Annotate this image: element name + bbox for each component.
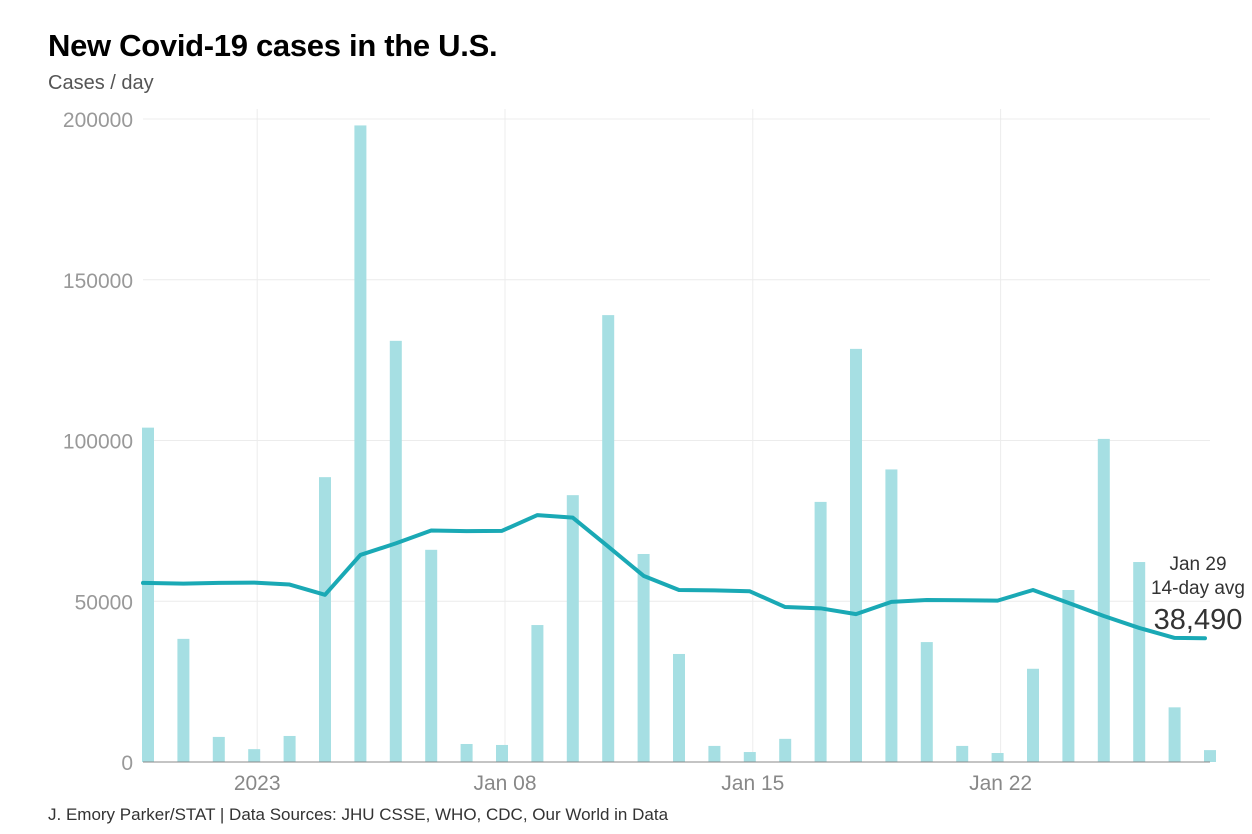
source-credit: J. Emory Parker/STAT | Data Sources: JHU… [48, 805, 669, 824]
x-tick-label: Jan 22 [969, 772, 1032, 795]
y-tick-label: 100000 [63, 431, 133, 454]
case-bar [708, 745, 721, 762]
annotation-date: Jan 29 [1169, 554, 1226, 575]
case-bar [1027, 668, 1039, 762]
avg-line [141, 513, 1207, 641]
case-bar [177, 638, 190, 762]
y-tick-label: 150000 [63, 270, 133, 293]
case-bar [1062, 589, 1075, 762]
case-bar [850, 348, 862, 762]
case-bar [425, 549, 438, 762]
case-bar [212, 736, 225, 762]
case-bar [389, 340, 402, 762]
case-bar [602, 315, 615, 762]
case-bar [814, 501, 827, 762]
case-bar [1204, 750, 1216, 762]
y-tick-label: 50000 [75, 591, 133, 614]
case-bar [991, 752, 1004, 762]
case-bar [956, 745, 969, 762]
annotation-label: 14-day avg [1151, 578, 1245, 599]
chart-title: New Covid-19 cases in the U.S. [48, 28, 498, 63]
case-bar [920, 642, 933, 762]
case-bar [566, 495, 579, 762]
case-bar [885, 469, 898, 762]
case-bar [673, 653, 685, 762]
case-bar [1097, 438, 1110, 762]
x-tick-label: Jan 15 [721, 772, 784, 795]
case-bar [743, 752, 756, 762]
case-bar [1168, 707, 1181, 762]
case-bar [354, 125, 367, 763]
case-bar [496, 744, 508, 762]
case-bar [460, 743, 473, 762]
x-tick-label: 2023 [234, 772, 281, 795]
x-tick-label: Jan 08 [473, 772, 536, 795]
chart-subtitle: Cases / day [48, 72, 154, 94]
case-bar [637, 553, 650, 762]
case-bar [779, 738, 792, 762]
case-bar [142, 427, 154, 762]
case-bar [283, 735, 296, 762]
case-bar [319, 477, 331, 762]
case-bar [531, 625, 544, 762]
y-tick-label: 200000 [63, 109, 133, 132]
case-bar [1133, 562, 1146, 762]
y-tick-label: 0 [121, 752, 133, 775]
case-bar [248, 749, 261, 762]
annotation-value: 38,490 [1154, 604, 1243, 636]
